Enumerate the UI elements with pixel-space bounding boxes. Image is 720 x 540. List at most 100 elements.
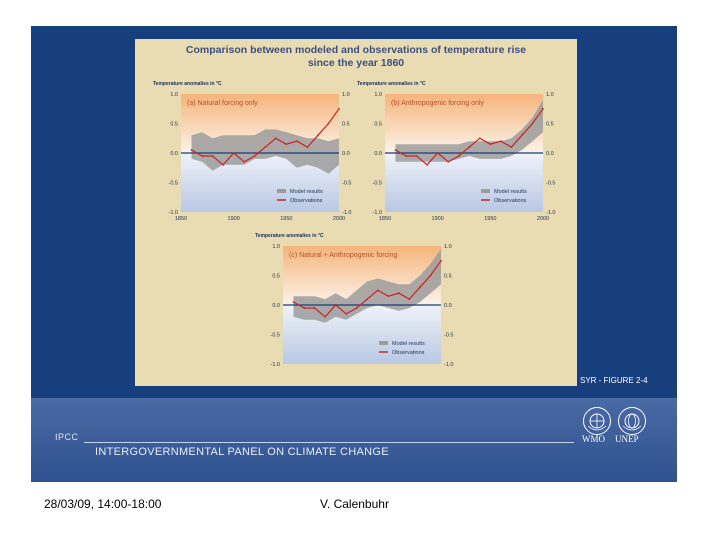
observation-point [376, 289, 379, 292]
legend-model-label: Model results [494, 189, 527, 195]
y-tick-label-left: 0.5 [374, 122, 382, 128]
observation-point [499, 140, 502, 143]
observation-point [415, 155, 418, 157]
y-tick-label-left: -0.5 [271, 333, 280, 339]
observation-point [327, 122, 330, 125]
observation-point [394, 149, 397, 151]
wmo-logo-icon [583, 407, 611, 435]
observation-point [457, 155, 460, 157]
legend-model-swatch [277, 189, 286, 193]
legend-model-label: Model results [392, 341, 425, 347]
y-tick-label-right: 0.5 [342, 122, 350, 128]
chart-panel-b: (b) Anthropogenic forcing only Temperatur… [357, 79, 557, 223]
observation-point [295, 140, 298, 143]
x-tick-label: 1900 [228, 216, 240, 222]
observation-point [408, 298, 411, 300]
y-tick-label-left: -1.0 [271, 362, 280, 368]
y-tick-label-left: -0.5 [169, 181, 178, 187]
observation-point [531, 122, 534, 125]
observation-point [355, 307, 358, 309]
chart-panel-c: (c) Natural + Anthropogenic forcing Tempe… [255, 231, 455, 375]
observation-point [211, 155, 214, 157]
observation-point [324, 315, 327, 318]
observation-point [447, 160, 450, 163]
y-tick-label-left: -1.0 [373, 210, 382, 216]
chart-svg-b: (b) Anthropogenic forcing only Temperatur… [357, 81, 555, 222]
y-tick-label-right: 0.0 [444, 303, 452, 309]
y-tick-label-right: 0.0 [342, 151, 350, 157]
panel-title: (c) Natural + Anthropogenic forcing [289, 252, 397, 259]
x-tick-label: 1850 [379, 216, 391, 222]
y-tick-label-left: 1.0 [374, 92, 382, 98]
y-axis-label: Temperature anomalies in °C [153, 81, 222, 87]
figure-label: SYR - FIGURE 2-4 [580, 376, 648, 385]
figure-title-line2: since the year 1860 [307, 57, 405, 69]
observation-point [397, 292, 400, 295]
y-tick-label-left: 0.0 [170, 151, 178, 157]
observation-point [274, 137, 277, 140]
model-results-band [395, 99, 543, 162]
x-tick-label: 2000 [537, 216, 549, 222]
x-tick-label: 1950 [484, 216, 496, 222]
unep-logo-icon [618, 407, 646, 435]
observation-point [419, 286, 421, 289]
footer-divider [84, 442, 574, 443]
figure-title-line1: Comparison between modeled and observati… [185, 44, 527, 56]
figure-panel: Comparison between modeled and observati… [135, 39, 577, 386]
y-tick-label-left: 0.0 [272, 303, 280, 309]
observation-point [306, 146, 309, 148]
x-tick-label: 1900 [432, 216, 444, 222]
legend-model-swatch [379, 341, 388, 345]
observation-point [440, 259, 442, 262]
model-results-band [293, 249, 441, 323]
observation-point [426, 163, 429, 166]
legend-observations-label: Observations [494, 198, 527, 204]
observation-point [253, 155, 256, 157]
legend-model-swatch [481, 189, 490, 193]
observation-point [338, 107, 340, 110]
panel-title: (a) Natural forcing only [187, 100, 258, 107]
y-axis-label: Temperature anomalies in °C [255, 233, 324, 239]
observation-point [478, 137, 481, 140]
observation-point [521, 134, 523, 137]
observation-point [317, 134, 319, 137]
observation-point [405, 155, 407, 157]
observation-point [222, 163, 225, 166]
observation-point [264, 146, 267, 148]
observation-point [232, 152, 235, 154]
observation-point [345, 312, 348, 315]
y-tick-label-right: -1.0 [546, 210, 555, 216]
legend-observations-label: Observations [290, 198, 323, 204]
chart-svg-a: (a) Natural forcing only Temperature anom… [153, 81, 351, 222]
y-tick-label-right: 1.0 [444, 244, 452, 250]
observation-point [334, 304, 337, 306]
unep-label: UNEP [615, 434, 639, 444]
ipcc-full-name: INTERGOVERNMENTAL PANEL ON CLIMATE CHANG… [95, 446, 389, 458]
y-tick-label-left: 1.0 [272, 244, 280, 250]
ipcc-abbrev: IPCC [55, 432, 79, 442]
legend-observations-label: Observations [392, 350, 425, 356]
y-tick-label-right: -0.5 [342, 181, 351, 187]
observation-point [303, 307, 305, 309]
y-tick-label-left: 0.5 [170, 122, 178, 128]
y-tick-label-left: -0.5 [373, 181, 382, 187]
date-time: 28/03/09, 14:00-18:00 [44, 497, 162, 511]
y-tick-label-right: 0.5 [444, 274, 452, 280]
chart-panel-a: (a) Natural forcing only Temperature anom… [153, 79, 353, 223]
observation-point [366, 298, 369, 300]
observation-point [542, 107, 544, 110]
y-tick-label-left: 0.0 [374, 151, 382, 157]
observation-point [292, 301, 295, 303]
y-tick-label-right: 1.0 [546, 92, 554, 98]
footer-band [31, 398, 677, 482]
y-tick-label-left: -1.0 [169, 210, 178, 216]
observation-point [285, 143, 288, 146]
y-axis-label: Temperature anomalies in °C [357, 81, 426, 87]
legend-model-label: Model results [290, 189, 323, 195]
observation-point [429, 274, 432, 277]
author: V. Calenbuhr [320, 497, 389, 511]
y-tick-label-left: 1.0 [170, 92, 178, 98]
chart-svg-c: (c) Natural + Anthropogenic forcing Tempe… [255, 233, 453, 368]
model-results-band [191, 129, 339, 174]
observation-point [190, 149, 193, 151]
